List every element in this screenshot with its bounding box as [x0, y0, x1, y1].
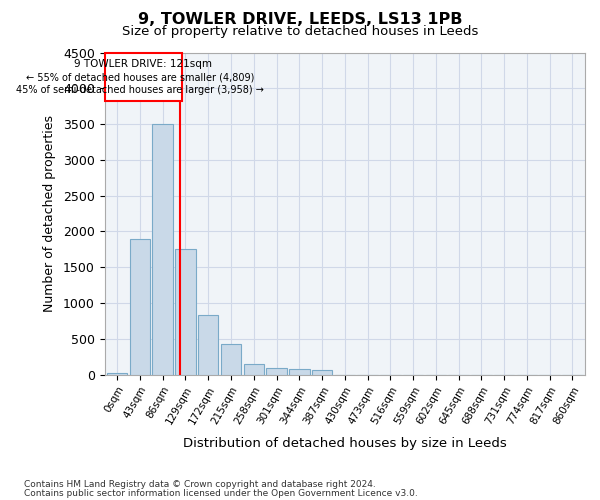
Bar: [312, 370, 332, 374]
Bar: [266, 368, 287, 374]
Text: 9, TOWLER DRIVE, LEEDS, LS13 1PB: 9, TOWLER DRIVE, LEEDS, LS13 1PB: [138, 12, 462, 28]
X-axis label: Distribution of detached houses by size in Leeds: Distribution of detached houses by size …: [183, 437, 507, 450]
Bar: [289, 370, 310, 374]
Text: ← 55% of detached houses are smaller (4,809): ← 55% of detached houses are smaller (4,…: [26, 72, 254, 83]
Text: 9 TOWLER DRIVE: 121sqm: 9 TOWLER DRIVE: 121sqm: [74, 59, 212, 69]
Text: Size of property relative to detached houses in Leeds: Size of property relative to detached ho…: [122, 25, 478, 38]
Text: 45% of semi-detached houses are larger (3,958) →: 45% of semi-detached houses are larger (…: [16, 86, 264, 96]
Bar: [198, 316, 218, 374]
Bar: [107, 372, 127, 374]
Bar: [244, 364, 264, 374]
Bar: [221, 344, 241, 374]
FancyBboxPatch shape: [106, 53, 182, 101]
Text: Contains public sector information licensed under the Open Government Licence v3: Contains public sector information licen…: [24, 489, 418, 498]
Bar: [130, 238, 150, 374]
Bar: [152, 124, 173, 374]
Text: Contains HM Land Registry data © Crown copyright and database right 2024.: Contains HM Land Registry data © Crown c…: [24, 480, 376, 489]
Bar: [175, 248, 196, 374]
Y-axis label: Number of detached properties: Number of detached properties: [43, 115, 56, 312]
